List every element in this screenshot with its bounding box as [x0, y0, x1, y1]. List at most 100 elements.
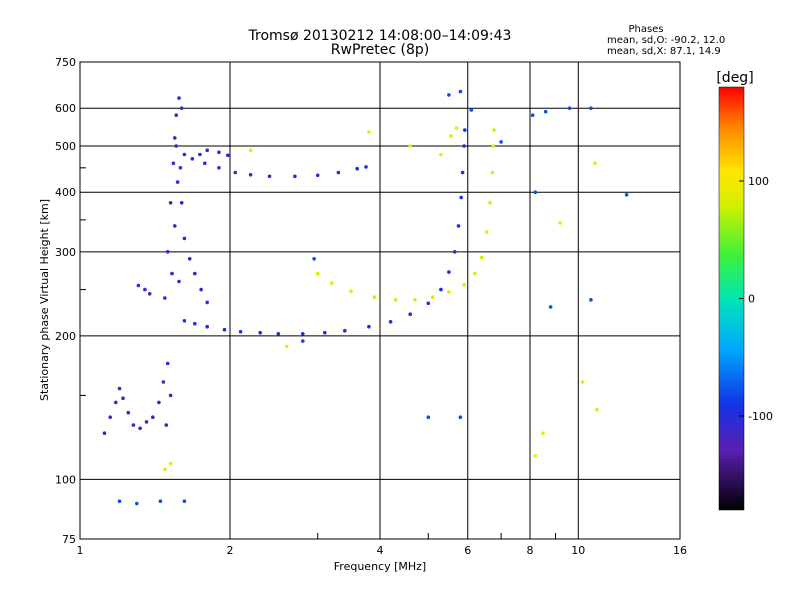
echo-point — [492, 128, 496, 132]
echo-point — [460, 170, 465, 175]
echo-point — [301, 332, 305, 336]
x-tick-label: 10 — [571, 544, 585, 557]
echo-point — [589, 106, 593, 110]
echo-point — [173, 136, 177, 140]
echo-point — [193, 321, 197, 326]
colorbar-tick-label: -100 — [748, 410, 773, 423]
echo-point — [530, 113, 535, 117]
echo-point — [163, 467, 167, 472]
echo-point — [548, 305, 553, 309]
echo-point — [173, 224, 177, 228]
echo-point — [439, 152, 443, 157]
echo-point — [533, 190, 538, 194]
echo-point — [258, 330, 263, 335]
echo-point — [484, 230, 489, 234]
echo-point — [199, 287, 203, 292]
echo-point — [190, 157, 195, 161]
echo-point — [165, 361, 170, 366]
echo-point — [439, 287, 443, 292]
echo-point — [147, 292, 152, 296]
echo-point — [589, 298, 593, 302]
echo-point — [624, 193, 629, 197]
echo-point — [343, 328, 347, 333]
echo-point — [452, 250, 457, 254]
y-tick-label: 100 — [55, 473, 76, 486]
echo-point — [388, 320, 393, 324]
echo-point — [114, 400, 118, 405]
echo-point — [171, 161, 176, 166]
y-tick-label: 750 — [55, 56, 76, 69]
echo-point — [469, 108, 474, 112]
echo-point — [462, 144, 466, 148]
echo-point — [168, 393, 173, 398]
echo-point — [198, 152, 202, 157]
x-axis-label: Frequency [MHz] — [334, 560, 426, 573]
echo-point — [458, 415, 463, 420]
echo-point — [490, 170, 495, 175]
echo-point — [430, 295, 435, 300]
echo-point — [479, 255, 484, 260]
echo-point — [349, 289, 353, 294]
echo-point — [454, 126, 459, 130]
echo-point — [168, 461, 173, 466]
echo-point — [174, 144, 178, 148]
echo-point — [541, 431, 545, 436]
echo-point — [182, 236, 187, 241]
x-tick-label: 16 — [673, 544, 687, 557]
echo-point — [163, 296, 167, 300]
echo-point — [456, 224, 461, 228]
chart-title: Tromsø 20130212 14:08:00–14:09:43 — [248, 28, 512, 44]
echo-point — [408, 144, 413, 148]
echo-point — [165, 250, 170, 254]
echo-point — [136, 283, 141, 288]
echo-point — [157, 400, 161, 405]
echo-point — [168, 201, 173, 205]
echo-point — [491, 144, 496, 148]
echo-point — [301, 339, 305, 343]
chart-subtitle: RwPretec (8p) — [331, 42, 429, 58]
echo-point — [473, 271, 477, 276]
colorbar-tick-label: 0 — [748, 293, 755, 306]
echo-point — [233, 170, 238, 175]
echo-point — [138, 426, 142, 431]
echo-point — [126, 410, 131, 415]
echo-point — [179, 106, 184, 110]
y-tick-label: 75 — [62, 533, 76, 546]
echo-point — [248, 173, 253, 177]
echo-point — [533, 454, 538, 458]
echo-point — [177, 279, 181, 284]
echo-point — [135, 501, 139, 506]
echo-point — [499, 140, 503, 144]
echo-point — [170, 271, 174, 276]
echo-point — [248, 148, 253, 152]
echo-point — [595, 407, 599, 412]
echo-point — [593, 161, 597, 166]
echo-point — [205, 300, 209, 305]
echo-point — [285, 344, 289, 349]
y-tick-label: 400 — [55, 186, 76, 199]
y-axis-label: Stationary phase Virtual Height [km] — [38, 199, 51, 401]
x-tick-label: 1 — [77, 544, 84, 557]
echo-point — [182, 499, 187, 504]
echo-point — [205, 324, 209, 329]
echo-point — [143, 287, 147, 292]
echo-point — [543, 109, 548, 114]
echo-point — [413, 298, 417, 302]
echo-point — [463, 128, 467, 132]
echo-point — [102, 431, 107, 436]
echo-point — [315, 173, 320, 178]
echo-point — [329, 281, 334, 285]
echo-point — [488, 201, 492, 205]
echo-point — [238, 329, 243, 334]
echo-point — [267, 174, 272, 179]
echo-point — [203, 161, 207, 166]
echo-point — [426, 415, 431, 420]
echo-point — [580, 380, 585, 384]
echo-point — [131, 423, 136, 427]
echo-point — [217, 166, 221, 170]
echo-point — [336, 170, 341, 175]
echo-point — [459, 195, 464, 200]
echo-point — [408, 312, 413, 317]
echo-point — [222, 327, 227, 332]
